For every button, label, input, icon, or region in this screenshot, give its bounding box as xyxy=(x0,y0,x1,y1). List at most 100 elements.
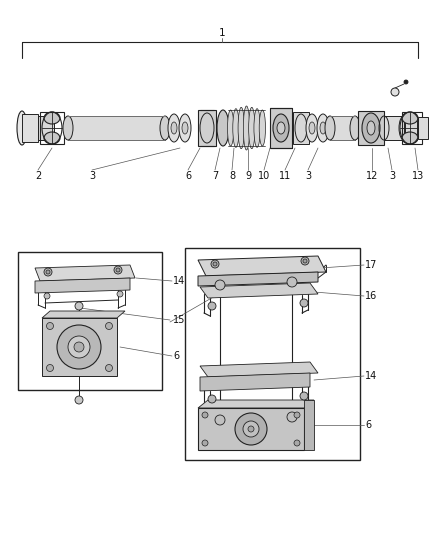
Ellipse shape xyxy=(227,110,233,146)
Ellipse shape xyxy=(324,116,334,140)
Bar xyxy=(417,117,427,139)
Polygon shape xyxy=(198,400,313,408)
Polygon shape xyxy=(200,283,317,298)
Polygon shape xyxy=(35,265,135,281)
Bar xyxy=(184,248,359,460)
Ellipse shape xyxy=(349,116,359,140)
Text: 17: 17 xyxy=(364,260,377,270)
Circle shape xyxy=(116,268,120,272)
Circle shape xyxy=(201,440,208,446)
Ellipse shape xyxy=(237,107,244,149)
Text: 13: 13 xyxy=(411,171,423,181)
Bar xyxy=(292,112,308,144)
Polygon shape xyxy=(200,362,317,377)
Circle shape xyxy=(208,395,215,403)
Circle shape xyxy=(302,259,306,263)
Circle shape xyxy=(208,302,215,310)
Circle shape xyxy=(105,322,112,329)
Circle shape xyxy=(46,365,53,372)
Bar xyxy=(68,116,165,140)
Ellipse shape xyxy=(305,114,317,142)
Circle shape xyxy=(46,322,53,329)
Text: 6: 6 xyxy=(184,171,191,181)
Text: 15: 15 xyxy=(173,315,185,325)
Text: 6: 6 xyxy=(364,420,370,430)
Text: 16: 16 xyxy=(364,291,376,301)
Circle shape xyxy=(57,325,101,369)
Circle shape xyxy=(75,396,83,404)
Circle shape xyxy=(286,412,297,422)
Circle shape xyxy=(114,266,122,274)
Circle shape xyxy=(75,302,83,310)
Circle shape xyxy=(390,88,398,96)
Bar xyxy=(357,111,383,145)
Circle shape xyxy=(286,277,297,287)
Ellipse shape xyxy=(44,132,60,144)
Bar xyxy=(40,112,64,144)
Circle shape xyxy=(201,412,208,418)
Text: 7: 7 xyxy=(212,171,218,181)
Ellipse shape xyxy=(216,110,229,146)
Ellipse shape xyxy=(248,107,254,149)
Ellipse shape xyxy=(361,113,379,143)
Ellipse shape xyxy=(258,110,265,146)
Circle shape xyxy=(215,280,225,290)
Bar xyxy=(269,108,291,148)
Bar xyxy=(198,110,215,146)
Circle shape xyxy=(117,291,123,297)
Text: 8: 8 xyxy=(228,171,234,181)
Text: 2: 2 xyxy=(35,171,41,181)
Circle shape xyxy=(44,268,52,276)
Ellipse shape xyxy=(366,121,374,135)
Circle shape xyxy=(212,262,216,266)
Circle shape xyxy=(44,293,50,299)
Ellipse shape xyxy=(401,132,417,144)
Text: 14: 14 xyxy=(173,276,185,286)
Circle shape xyxy=(68,336,90,358)
Circle shape xyxy=(403,80,407,84)
Text: 1: 1 xyxy=(218,28,225,38)
Text: 14: 14 xyxy=(364,371,376,381)
Polygon shape xyxy=(303,400,313,450)
Polygon shape xyxy=(198,272,317,286)
Ellipse shape xyxy=(276,122,284,134)
Ellipse shape xyxy=(243,106,249,150)
Bar xyxy=(401,112,421,144)
Circle shape xyxy=(299,392,307,400)
Ellipse shape xyxy=(179,114,191,142)
Text: 11: 11 xyxy=(278,171,290,181)
Circle shape xyxy=(300,257,308,265)
Ellipse shape xyxy=(182,122,187,134)
Ellipse shape xyxy=(316,114,328,142)
Text: 3: 3 xyxy=(89,171,95,181)
Polygon shape xyxy=(42,311,125,318)
Text: 10: 10 xyxy=(257,171,269,181)
Bar xyxy=(329,116,354,140)
Polygon shape xyxy=(200,373,309,391)
Text: 3: 3 xyxy=(388,171,394,181)
Text: 12: 12 xyxy=(365,171,377,181)
Ellipse shape xyxy=(272,114,288,142)
Circle shape xyxy=(46,270,50,274)
Text: 6: 6 xyxy=(173,351,179,361)
Ellipse shape xyxy=(17,111,27,145)
Polygon shape xyxy=(35,278,130,293)
Circle shape xyxy=(234,413,266,445)
Bar xyxy=(383,116,403,140)
Ellipse shape xyxy=(308,122,314,134)
Circle shape xyxy=(293,440,299,446)
Ellipse shape xyxy=(232,109,239,147)
Circle shape xyxy=(74,342,84,352)
Polygon shape xyxy=(198,256,325,276)
Ellipse shape xyxy=(171,122,177,134)
Bar xyxy=(38,116,54,140)
Bar xyxy=(404,116,416,140)
Ellipse shape xyxy=(63,116,73,140)
Circle shape xyxy=(247,426,254,432)
Circle shape xyxy=(299,299,307,307)
Ellipse shape xyxy=(319,122,325,134)
Bar xyxy=(42,318,117,376)
Bar xyxy=(198,408,303,450)
Circle shape xyxy=(211,260,219,268)
Ellipse shape xyxy=(401,112,417,124)
